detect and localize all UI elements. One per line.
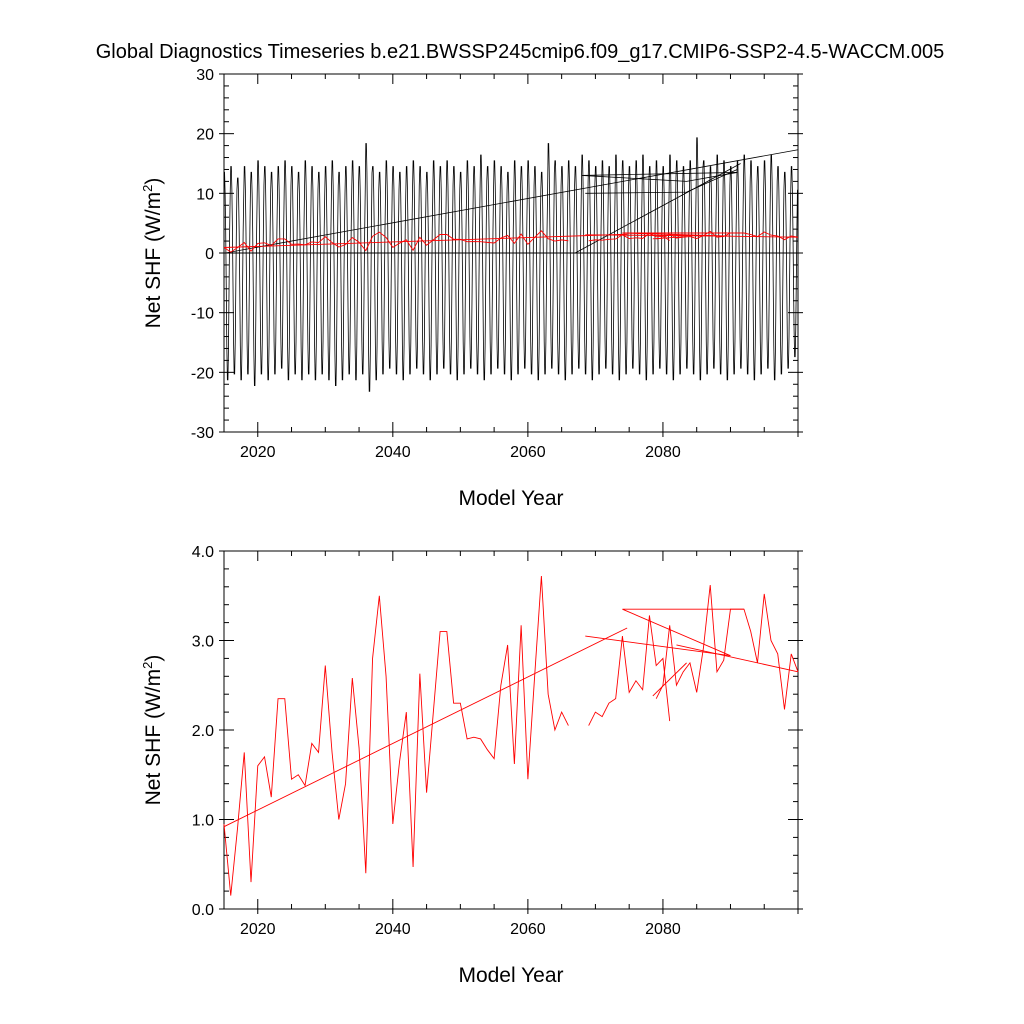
- bottom-y-tick-label: 3.0: [192, 634, 214, 651]
- bottom-x-tick-label: 2020: [240, 921, 276, 938]
- top-x-tick-label: 2040: [375, 444, 411, 461]
- bottom-annual-mean-line: [223, 576, 569, 896]
- top-annual-mean-line: [223, 230, 569, 253]
- top-monthly-series-line: [224, 137, 798, 392]
- bottom-y-tick-labels: 0.0 1.0 2.0 3.0 4.0: [192, 544, 214, 919]
- bottom-x-tick-label: 2080: [645, 921, 681, 938]
- bottom-chart: 0.0 1.0 2.0 3.0 4.0 2020 2040 2060 2080 Model Y…: [140, 544, 803, 987]
- bottom-annual-mean-line: [588, 615, 671, 726]
- bottom-overlay-red-line: [223, 627, 628, 828]
- top-overlay-red-line: [652, 236, 687, 240]
- page-title: Global Diagnostics Timeseries b.e21.BWSS…: [96, 41, 945, 63]
- top-overlay-black-line: [225, 149, 799, 254]
- top-y-tick-label: -10: [191, 306, 214, 323]
- top-x-tick-label: 2060: [510, 444, 546, 461]
- top-overlay-black-line: [581, 172, 738, 182]
- top-overlay-black-line: [585, 169, 738, 194]
- top-chart: -30 -20 -10 0 10 20 30 2020 2040 2060 2080 Model …: [140, 67, 803, 510]
- bottom-ticks: [219, 550, 803, 914]
- svg-text:Net SHF (W/m2): Net SHF (W/m2): [140, 655, 165, 806]
- top-x-tick-labels: 2020 2040 2060 2080: [240, 444, 681, 461]
- bottom-y-axis-label-main: Net SHF (W/m: [142, 669, 165, 806]
- top-x-tick-label: 2080: [645, 444, 681, 461]
- top-overlay-black-line: [574, 163, 741, 254]
- bottom-x-tick-labels: 2020 2040 2060 2080: [240, 921, 681, 938]
- top-y-tick-label: 10: [196, 186, 214, 203]
- top-x-axis-label: Model Year: [458, 487, 563, 510]
- top-overlay-red-line: [585, 232, 744, 237]
- top-ticks: [219, 73, 803, 437]
- bottom-x-tick-label: 2060: [510, 921, 546, 938]
- top-y-axis-label: Net SHF (W/m2): [140, 178, 165, 329]
- bottom-y-tick-label: 4.0: [192, 544, 214, 561]
- bottom-y-tick-label: 2.0: [192, 723, 214, 740]
- top-y-axis-label-sup: 2: [140, 185, 155, 192]
- bottom-overlay-red-line: [652, 662, 687, 697]
- top-data-lines: [223, 137, 799, 392]
- top-y-axis-label-main: Net SHF (W/m: [142, 192, 165, 329]
- top-y-tick-label: -30: [191, 425, 214, 442]
- top-y-tick-label: 30: [196, 67, 214, 84]
- bottom-y-axis-label: Net SHF (W/m2): [140, 655, 165, 806]
- top-y-tick-label: 0: [205, 246, 214, 263]
- bottom-y-axis-label-close: ): [142, 655, 165, 662]
- bottom-overlay-red-line: [676, 644, 799, 673]
- top-overlay-red-line: [223, 233, 628, 248]
- bottom-y-tick-label: 0.0: [192, 902, 214, 919]
- top-y-tick-label: 20: [196, 127, 214, 144]
- bottom-x-axis-label: Model Year: [458, 964, 563, 987]
- bottom-y-axis-label-sup: 2: [140, 662, 155, 669]
- top-y-tick-label: -20: [191, 365, 214, 382]
- top-x-tick-label: 2020: [240, 444, 276, 461]
- svg-text:Net SHF (W/m2): Net SHF (W/m2): [140, 178, 165, 329]
- top-annual-mean-line: [588, 232, 670, 242]
- bottom-annual-mean-line: [655, 584, 799, 710]
- top-y-axis-label-close: ): [142, 178, 165, 185]
- bottom-overlay-red-line: [585, 608, 744, 657]
- top-annual-mean-line: [656, 230, 799, 241]
- bottom-data-lines: [223, 576, 799, 896]
- bottom-x-tick-label: 2040: [375, 921, 411, 938]
- top-y-tick-labels: -30 -20 -10 0 10 20 30: [191, 67, 214, 442]
- top-overlay-red-line: [676, 234, 799, 238]
- bottom-y-tick-label: 1.0: [192, 813, 214, 830]
